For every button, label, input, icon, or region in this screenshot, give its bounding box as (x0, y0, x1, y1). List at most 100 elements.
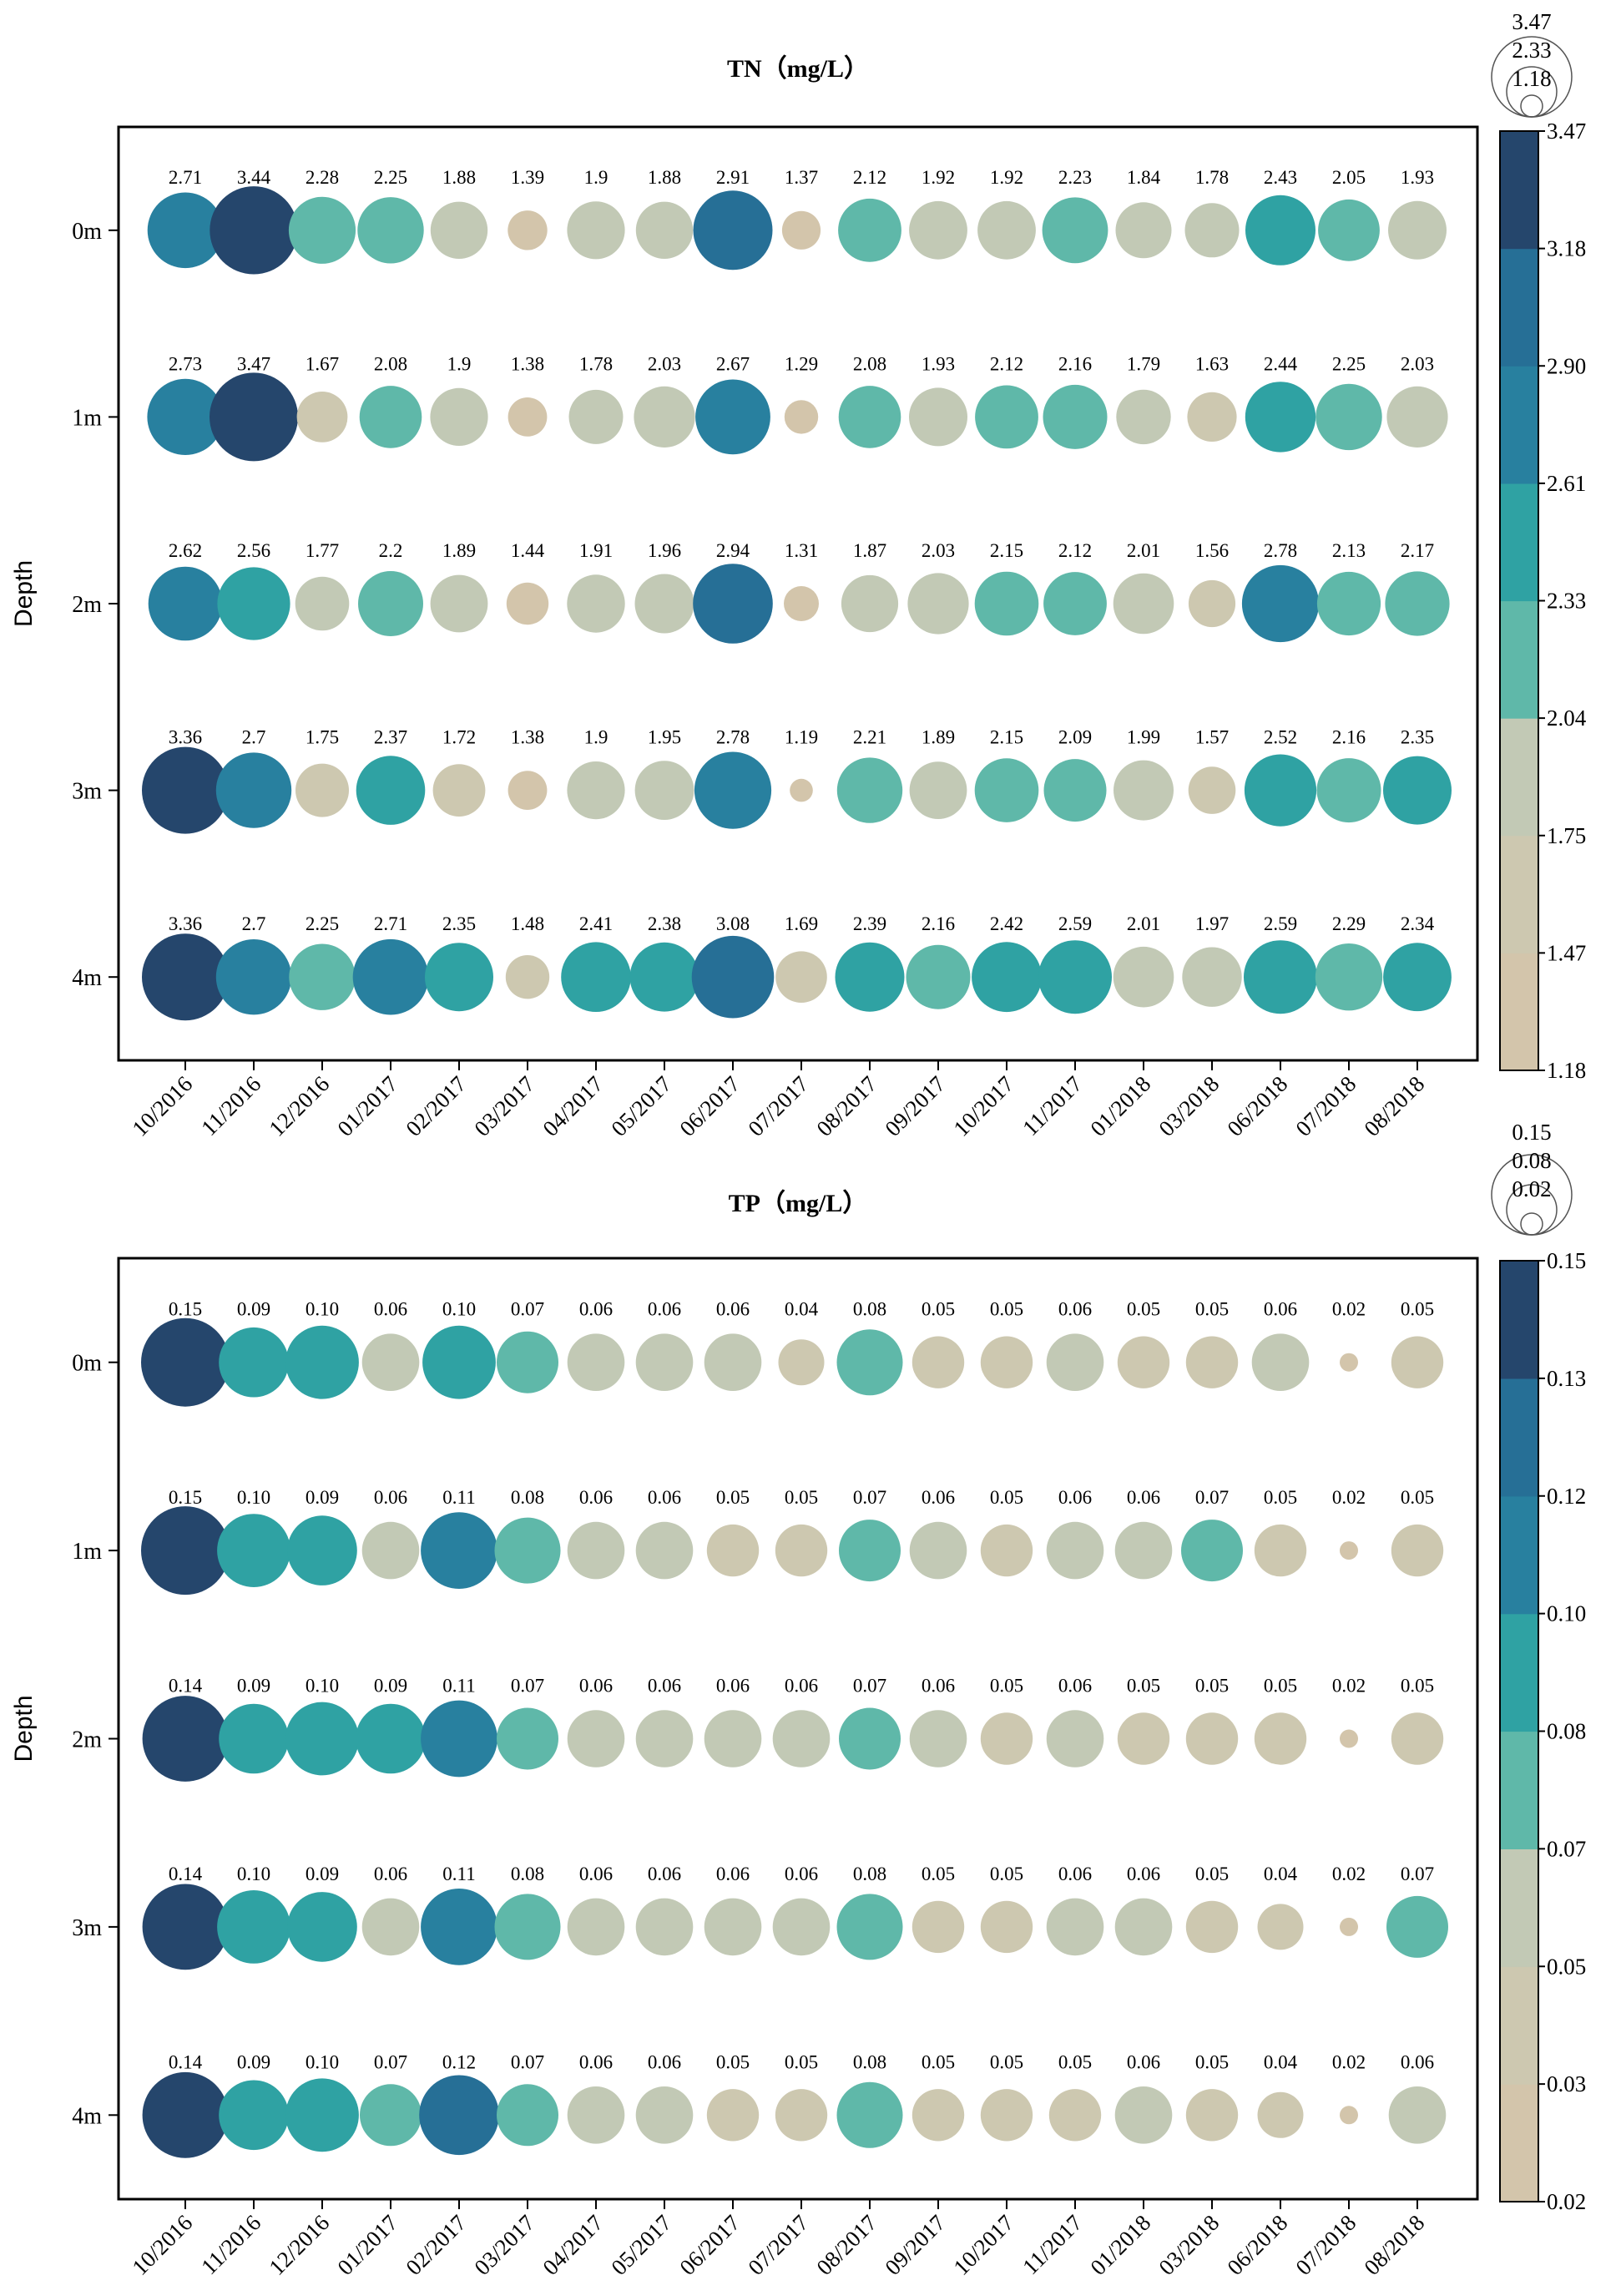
bubble (1117, 1712, 1170, 1765)
bubble (835, 942, 905, 1012)
bubble (1115, 202, 1172, 259)
data-label: 2.21 (853, 727, 886, 748)
bubble (790, 778, 813, 802)
data-label: 2.34 (1401, 913, 1435, 934)
colorbar-segment (1500, 1495, 1538, 1615)
data-label: 0.05 (1401, 1676, 1434, 1697)
bubble (775, 1524, 828, 1577)
bubble (217, 1890, 290, 1964)
bubble (494, 1894, 561, 1960)
data-label: 0.05 (990, 2051, 1023, 2072)
x-tick-label: 07/2017 (743, 2210, 813, 2280)
x-tick-label: 03/2017 (469, 1071, 539, 1141)
colorbar-segment (1500, 1261, 1538, 1379)
bubble (706, 1524, 760, 1577)
data-label: 2.01 (1127, 540, 1160, 561)
data-label: 1.77 (306, 540, 339, 561)
data-label: 2.94 (716, 540, 750, 561)
x-tick-label: 01/2017 (332, 2210, 402, 2280)
bubble (1316, 758, 1381, 823)
bubble (784, 400, 819, 434)
data-label: 2.2 (379, 540, 403, 561)
bubble (839, 1707, 901, 1770)
bubble (1391, 1336, 1444, 1388)
bubble (1046, 1521, 1104, 1580)
data-label: 3.47 (237, 353, 270, 374)
bubble (295, 763, 349, 817)
data-label: 2.44 (1264, 353, 1298, 374)
data-label: 0.07 (511, 1676, 544, 1697)
bubble (695, 379, 770, 455)
bubble (1254, 1524, 1307, 1577)
bubble (772, 1898, 831, 1956)
data-label: 0.05 (922, 1864, 955, 1884)
data-label: 0.04 (1264, 2051, 1298, 2072)
bubble (287, 1892, 357, 1962)
data-label: 0.06 (579, 2051, 613, 2072)
bubble (567, 761, 625, 820)
data-label: 2.16 (1332, 727, 1366, 748)
data-label: 2.28 (306, 167, 339, 188)
data-label: 0.06 (374, 1299, 407, 1320)
data-label: 0.06 (648, 1676, 681, 1697)
colorbar-tick-label: 3.18 (1547, 236, 1586, 261)
bubble (909, 387, 967, 447)
data-label: 0.07 (853, 1487, 886, 1508)
data-label: 0.10 (306, 1676, 339, 1697)
data-label: 2.17 (1401, 540, 1434, 561)
bubble (148, 566, 223, 641)
bubble (567, 1333, 625, 1391)
bubble (772, 1710, 831, 1768)
bubble (215, 939, 292, 1015)
bubble (1385, 571, 1450, 636)
bubble (907, 573, 969, 635)
bubble (142, 933, 229, 1021)
colorbar-segment (1500, 718, 1538, 837)
bubble (911, 1900, 965, 1954)
data-label: 0.09 (237, 1676, 270, 1697)
bubble (1185, 1712, 1239, 1765)
colorbar-segment (1500, 835, 1538, 953)
bubble (1113, 573, 1174, 635)
data-label: 0.06 (1401, 2051, 1434, 2072)
bubble (634, 574, 694, 634)
data-label: 2.91 (716, 167, 750, 188)
bubble (287, 1515, 357, 1585)
bubble (497, 1331, 558, 1393)
data-label: 1.91 (579, 540, 613, 561)
bubble (296, 392, 348, 443)
data-label: 2.12 (853, 167, 886, 188)
bubble (1383, 943, 1452, 1012)
bubble (909, 1710, 967, 1768)
x-tick-label: 10/2017 (948, 1071, 1018, 1141)
bubble (295, 576, 350, 631)
bubble (838, 386, 901, 448)
bubble (361, 1898, 420, 1956)
x-tick-label: 06/2017 (674, 2210, 745, 2280)
x-tick-label: 04/2017 (538, 2210, 608, 2280)
data-label: 2.03 (648, 353, 681, 374)
data-label: 0.05 (922, 2051, 955, 2072)
data-label: 0.10 (306, 2051, 339, 2072)
data-label: 1.44 (511, 540, 545, 561)
data-label: 0.15 (169, 1299, 202, 1320)
data-label: 0.08 (853, 1299, 886, 1320)
data-label: 1.99 (1127, 727, 1160, 748)
bubble (425, 943, 493, 1012)
data-label: 1.56 (1195, 540, 1229, 561)
x-tick-label: 11/2016 (196, 1071, 265, 1140)
y-tick-label: 3m (72, 779, 102, 805)
bubble (1114, 1898, 1173, 1956)
colorbar-segment (1500, 2084, 1538, 2202)
bubble (1383, 756, 1452, 825)
x-tick-label: 11/2017 (1018, 1071, 1087, 1140)
data-label: 0.10 (306, 1299, 339, 1320)
data-label: 0.10 (442, 1299, 476, 1320)
data-label: 2.16 (1058, 353, 1092, 374)
bubble (836, 1329, 903, 1396)
bubble (1340, 1729, 1358, 1748)
bubble (288, 196, 356, 264)
bubble (1318, 199, 1380, 261)
data-label: 0.05 (1195, 1676, 1229, 1697)
bubble (508, 210, 548, 250)
